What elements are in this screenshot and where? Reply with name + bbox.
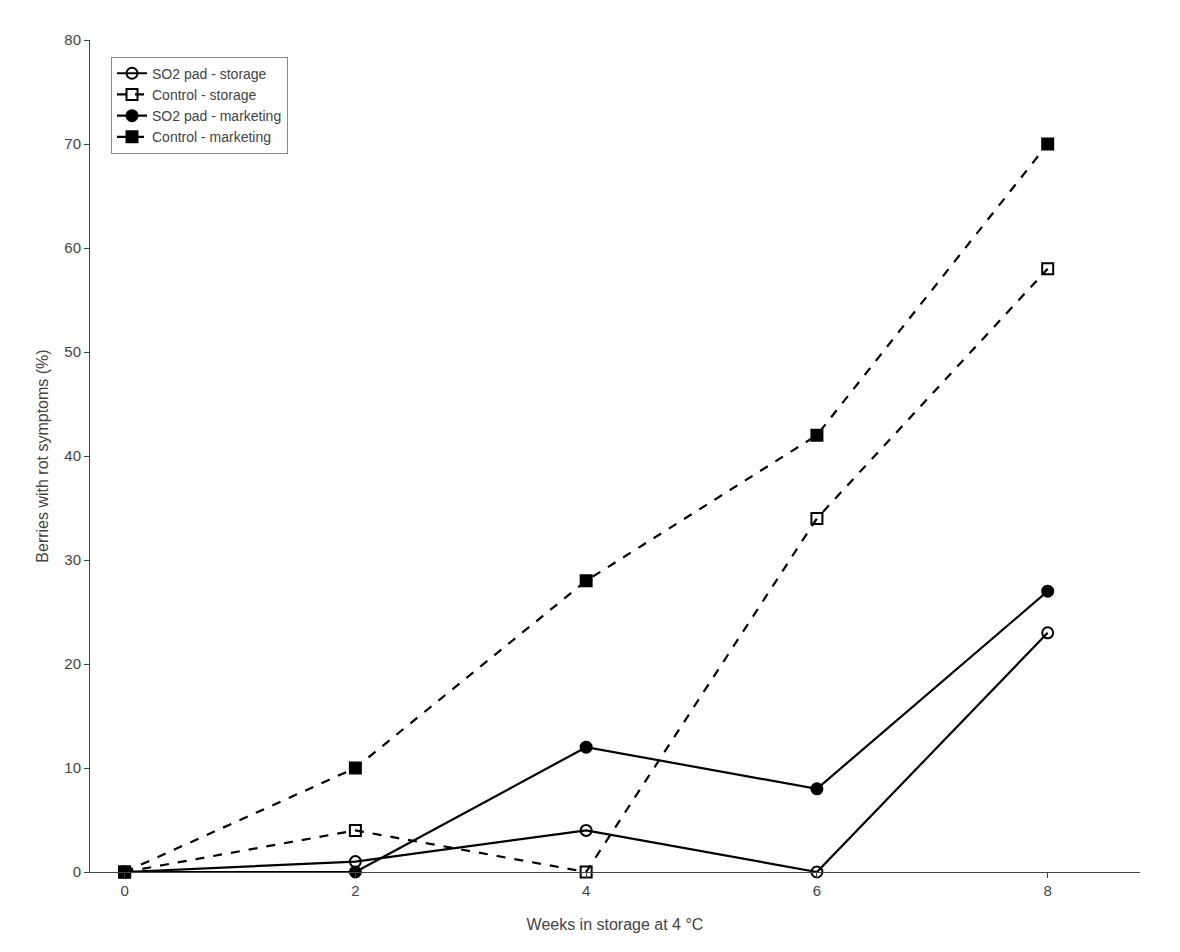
svg-text:6: 6	[813, 882, 821, 899]
svg-text:SO2 pad - marketing: SO2 pad - marketing	[152, 108, 281, 124]
svg-text:0: 0	[73, 863, 81, 880]
svg-text:30: 30	[64, 551, 81, 568]
svg-text:20: 20	[64, 655, 81, 672]
svg-text:2: 2	[351, 882, 359, 899]
svg-text:Weeks in storage at 4 °C: Weeks in storage at 4 °C	[527, 916, 704, 933]
svg-text:50: 50	[64, 343, 81, 360]
svg-text:8: 8	[1044, 882, 1052, 899]
svg-text:40: 40	[64, 447, 81, 464]
svg-text:Control - marketing: Control - marketing	[152, 129, 271, 145]
svg-text:Control - storage: Control - storage	[152, 87, 256, 103]
svg-text:70: 70	[64, 135, 81, 152]
svg-text:Berries with rot symptoms (%): Berries with rot symptoms (%)	[34, 349, 51, 562]
svg-text:80: 80	[64, 31, 81, 48]
svg-text:0: 0	[120, 882, 128, 899]
svg-text:4: 4	[582, 882, 590, 899]
svg-text:60: 60	[64, 239, 81, 256]
svg-text:10: 10	[64, 759, 81, 776]
svg-text:SO2 pad - storage: SO2 pad - storage	[152, 66, 267, 82]
